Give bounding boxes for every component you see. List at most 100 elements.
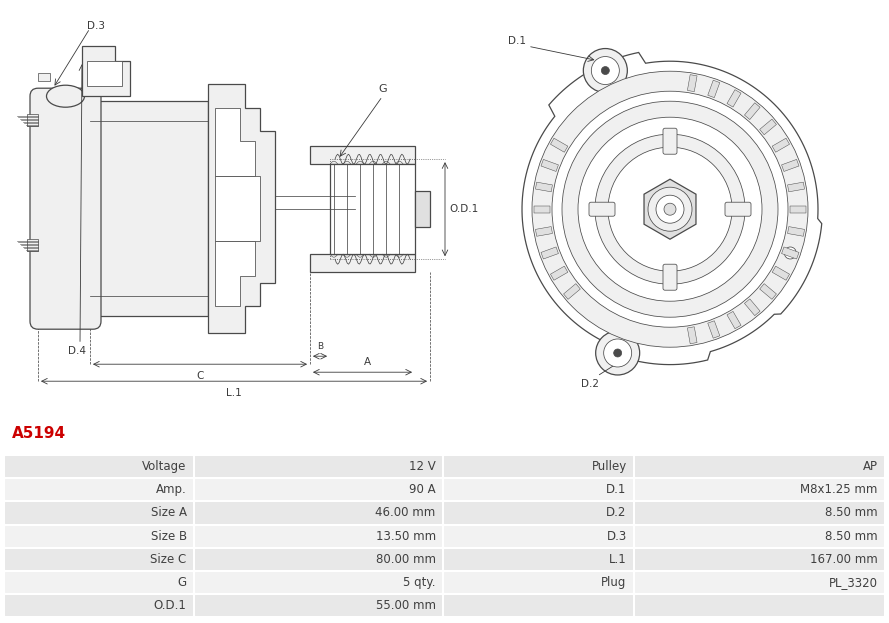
FancyBboxPatch shape [443,571,634,594]
FancyBboxPatch shape [634,455,885,478]
Polygon shape [522,52,821,364]
Ellipse shape [46,85,84,107]
Text: 8.50 mm: 8.50 mm [825,530,877,543]
Polygon shape [687,75,697,92]
Circle shape [562,101,778,317]
FancyBboxPatch shape [194,548,443,571]
Text: D.3: D.3 [87,21,105,31]
Polygon shape [564,283,581,299]
FancyBboxPatch shape [443,478,634,502]
FancyBboxPatch shape [663,128,677,155]
FancyBboxPatch shape [634,478,885,502]
Bar [330,164,415,254]
Text: M8x1.25 mm: M8x1.25 mm [800,483,877,497]
Text: C: C [196,371,204,381]
Text: A: A [364,357,371,367]
Polygon shape [708,80,720,98]
FancyBboxPatch shape [725,202,751,216]
Polygon shape [215,108,255,176]
Circle shape [596,331,640,375]
Polygon shape [788,182,805,192]
FancyBboxPatch shape [194,571,443,594]
Bar [310,146,415,164]
Text: Size B: Size B [150,530,187,543]
Polygon shape [708,321,720,338]
FancyBboxPatch shape [663,264,677,290]
Text: AP: AP [862,460,877,473]
Text: D.3: D.3 [606,530,627,543]
Bar [27,239,38,251]
Text: O.D.1: O.D.1 [154,599,187,612]
Polygon shape [535,182,552,192]
FancyBboxPatch shape [30,88,101,329]
Text: 5 qty.: 5 qty. [404,576,436,589]
Text: D.4: D.4 [68,346,86,356]
Text: L.1: L.1 [609,553,627,566]
Text: Size C: Size C [150,553,187,566]
Text: 46.00 mm: 46.00 mm [375,506,436,520]
Text: 13.50 mm: 13.50 mm [375,530,436,543]
Polygon shape [727,312,741,329]
Text: A5194: A5194 [12,426,66,440]
Circle shape [784,247,797,259]
Polygon shape [773,138,789,152]
Polygon shape [82,46,130,96]
Polygon shape [781,247,799,259]
Text: 55.00 mm: 55.00 mm [376,599,436,612]
Circle shape [601,67,609,75]
Polygon shape [550,266,568,280]
Polygon shape [541,247,558,259]
Polygon shape [550,138,568,152]
FancyBboxPatch shape [443,525,634,548]
Bar [330,159,415,259]
Polygon shape [744,299,760,316]
Polygon shape [687,327,697,344]
Bar [310,254,415,272]
Text: B: B [317,342,323,351]
Text: L.1: L.1 [226,388,242,398]
FancyBboxPatch shape [4,478,194,502]
Polygon shape [534,206,550,212]
Polygon shape [215,241,255,307]
Circle shape [591,57,620,85]
Bar [38,74,50,81]
Bar [90,101,208,316]
Text: Voltage: Voltage [142,460,187,473]
Text: D.1: D.1 [606,483,627,497]
FancyBboxPatch shape [194,525,443,548]
Circle shape [648,187,692,231]
Text: 8.50 mm: 8.50 mm [825,506,877,520]
Polygon shape [788,227,805,236]
Polygon shape [727,90,741,107]
Text: PL_3320: PL_3320 [829,576,877,589]
Bar [215,176,260,241]
Circle shape [613,349,621,357]
FancyBboxPatch shape [634,502,885,525]
Text: G: G [378,84,387,94]
Text: D.2: D.2 [606,506,627,520]
FancyBboxPatch shape [194,455,443,478]
Text: 90 A: 90 A [409,483,436,497]
FancyBboxPatch shape [194,594,443,617]
FancyBboxPatch shape [4,502,194,525]
FancyBboxPatch shape [4,548,194,571]
Bar [27,114,38,126]
Circle shape [595,134,745,284]
Polygon shape [790,206,806,212]
Circle shape [664,203,676,215]
Circle shape [656,195,684,223]
FancyBboxPatch shape [443,502,634,525]
FancyBboxPatch shape [4,571,194,594]
Polygon shape [744,103,760,120]
Polygon shape [760,283,776,299]
Bar [415,191,430,227]
Bar [87,61,122,86]
Circle shape [604,339,632,367]
Text: D.1: D.1 [508,36,526,46]
FancyBboxPatch shape [194,478,443,502]
Circle shape [532,71,808,347]
Polygon shape [208,84,275,333]
Circle shape [583,49,628,93]
Circle shape [552,91,788,327]
Text: G: G [178,576,187,589]
